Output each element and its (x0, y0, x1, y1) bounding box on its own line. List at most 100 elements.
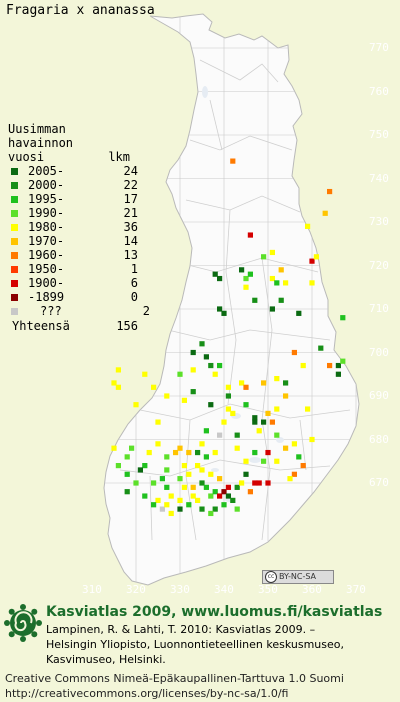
observation-square (212, 371, 218, 377)
observation-square (164, 454, 170, 460)
y-tick-label: 760 (369, 84, 389, 98)
observation-square (234, 432, 240, 438)
legend-item-count: 6 (130, 276, 138, 290)
legend-item-count: 22 (123, 178, 138, 192)
y-tick-label: 720 (369, 258, 389, 272)
observation-square (190, 389, 196, 395)
observation-square (155, 497, 161, 503)
observation-square (313, 254, 319, 260)
observation-square (252, 415, 258, 421)
observation-square (186, 502, 192, 508)
legend-item: 1970- 14 (8, 234, 150, 248)
observation-square (265, 480, 271, 486)
observation-square (243, 284, 249, 290)
observation-square (322, 210, 328, 216)
observation-square (137, 467, 143, 473)
y-tick-label: 730 (369, 215, 389, 228)
observation-square (221, 419, 227, 425)
observation-square (177, 445, 183, 451)
observation-square (217, 476, 223, 482)
observation-square (217, 432, 223, 438)
observation-square (115, 463, 121, 469)
observation-square (296, 454, 302, 460)
legend-item: ??? 2 (8, 304, 150, 318)
legend-total-label: Yhteensä (12, 319, 70, 333)
observation-square (274, 458, 280, 464)
observation-square (124, 489, 130, 495)
legend-item-label: 1900- (28, 276, 65, 290)
observation-square (203, 454, 209, 460)
legend-item-count: 13 (123, 248, 138, 262)
observation-square (190, 349, 196, 356)
observation-square (327, 362, 333, 369)
legend-item-count: 36 (123, 220, 138, 234)
y-tick-label: 740 (369, 171, 389, 185)
license-text: Creative Commons Nimeä-Epäkaupallinen-Ta… (5, 671, 344, 701)
observation-square (115, 367, 121, 373)
observation-square (247, 489, 253, 495)
legend-swatch (11, 279, 18, 287)
observation-square (177, 506, 183, 512)
observation-square (291, 471, 297, 477)
observation-square (274, 432, 280, 438)
observation-square (283, 380, 289, 386)
observation-square (225, 406, 231, 412)
legend-swatch (11, 209, 18, 217)
observation-square (300, 362, 306, 369)
cc-logo-icon: cc (265, 571, 277, 583)
legend-item-label: 1995- (28, 192, 65, 206)
observation-square (217, 362, 223, 369)
legend-col-year: vuosi (8, 150, 45, 164)
observation-square (142, 463, 148, 469)
legend-item-count: 17 (123, 192, 138, 206)
observation-square (195, 463, 201, 469)
observation-square (256, 428, 262, 434)
legend-item-label: 1970- (28, 234, 65, 248)
x-tick-label: 340 (214, 583, 234, 596)
observation-points (111, 158, 346, 517)
observation-square (159, 476, 165, 482)
observation-square (283, 393, 289, 399)
observation-square (168, 493, 174, 499)
observation-square (115, 384, 121, 390)
observation-square (159, 506, 165, 512)
legend-swatch (11, 293, 18, 301)
observation-square (190, 367, 196, 373)
observation-square (208, 402, 214, 408)
legend-item: 1900- 6 (8, 276, 150, 290)
observation-square (269, 275, 275, 282)
observation-square (151, 384, 157, 390)
y-tick-label: 710 (369, 302, 389, 315)
citation-line-1: Lampinen, R. & Lahti, T. 2010: Kasviatla… (46, 623, 316, 636)
observation-square (133, 402, 139, 408)
observation-square (309, 258, 315, 264)
y-tick-label: 690 (369, 389, 389, 402)
observation-square (243, 402, 249, 408)
cc-badge-text: BY-NC-SA (279, 572, 317, 581)
x-tick-label: 370 (346, 583, 366, 596)
license-line-1: Creative Commons Nimeä-Epäkaupallinen-Ta… (5, 672, 344, 685)
observation-square (208, 471, 214, 477)
legend-heading-1: Uusimman (8, 122, 66, 136)
observation-square (265, 449, 271, 456)
observation-square (221, 502, 227, 508)
legend-item-label: 2000- (28, 178, 65, 192)
observation-square (269, 306, 275, 312)
observation-square (283, 280, 289, 286)
legend-col-count: lkm (108, 150, 130, 164)
legend-rows: 2005- 24 2000- 22 1995- 17 1990- 21 1980- 36 1970-… (8, 164, 150, 318)
observation-square (212, 271, 218, 277)
x-tick-label: 360 (302, 583, 322, 596)
observation-square (181, 463, 187, 469)
observation-square (124, 454, 130, 460)
observation-square (261, 458, 267, 464)
legend-item: 1995- 17 (8, 192, 150, 206)
legend-swatch (11, 181, 18, 189)
legend-item: 2005- 24 (8, 164, 150, 178)
observation-square (199, 480, 205, 486)
y-tick-label: 770 (369, 41, 389, 54)
observation-square (111, 380, 117, 386)
legend-heading-2: havainnon (8, 136, 74, 150)
map-title: Fragaria x ananassa (6, 3, 155, 18)
legend-item-count: 2 (142, 304, 150, 318)
